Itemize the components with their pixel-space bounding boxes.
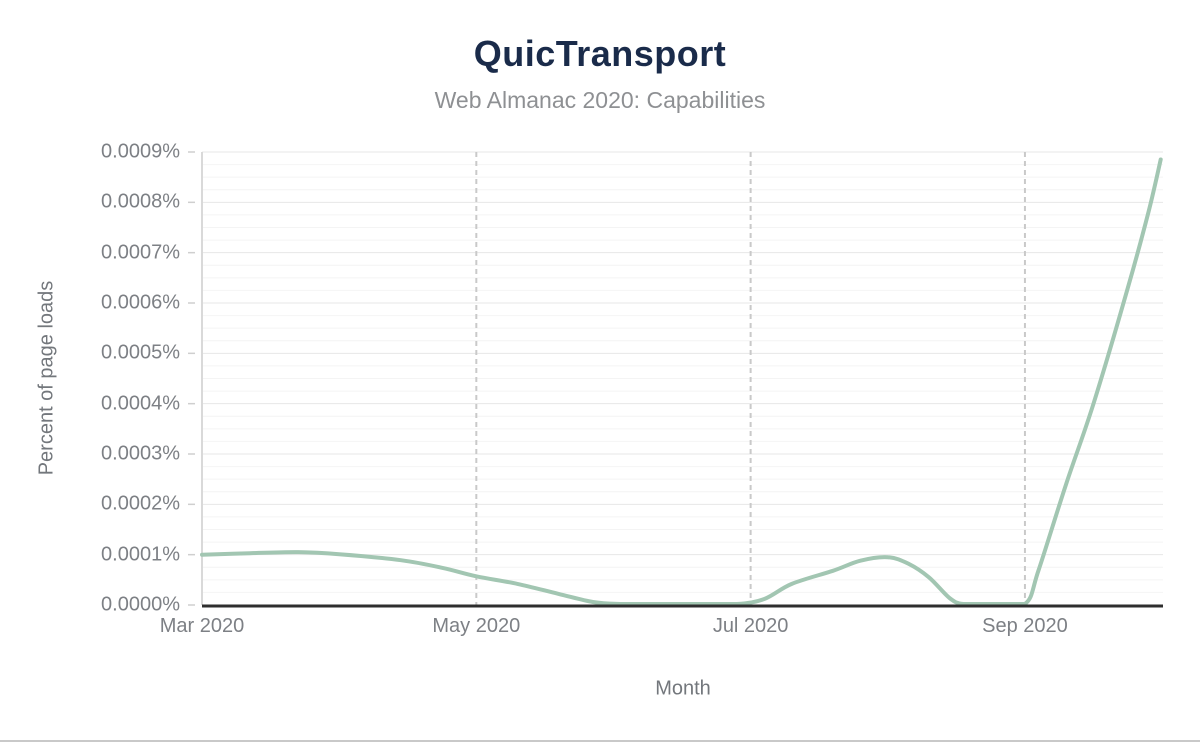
y-tick-label: 0.0002% xyxy=(101,492,180,515)
y-tick-label: 0.0007% xyxy=(101,241,180,264)
plot-area xyxy=(188,151,1163,608)
y-tick-label: 0.0003% xyxy=(101,442,180,465)
y-tick-label: 0.0001% xyxy=(101,543,180,566)
x-tick-label: Mar 2020 xyxy=(159,615,245,637)
y-tick-label: 0.0004% xyxy=(101,392,180,415)
chart-title: QuicTransport xyxy=(473,33,727,74)
y-tick-label: 0.0008% xyxy=(101,190,180,213)
y-tick-label: 0.0000% xyxy=(101,593,180,616)
data-line-series xyxy=(200,157,1163,607)
y-tick-labels: 0.0009% 0.0008% 0.0007% 0.0006% 0.0005% 0.000… xyxy=(0,0,186,740)
x-tick-label: Sep 2020 xyxy=(982,615,1068,637)
chart-subtitle: Web Almanac 2020: Capabilities xyxy=(434,87,766,113)
x-tick-label: Jul 2020 xyxy=(712,615,789,637)
y-tick-label: 0.0005% xyxy=(101,341,180,364)
y-tick-label: 0.0006% xyxy=(101,291,180,314)
y-tick-label: 0.0009% xyxy=(101,140,180,163)
x-axis-title: Month xyxy=(655,677,711,700)
x-tick-label: May 2020 xyxy=(432,615,521,637)
